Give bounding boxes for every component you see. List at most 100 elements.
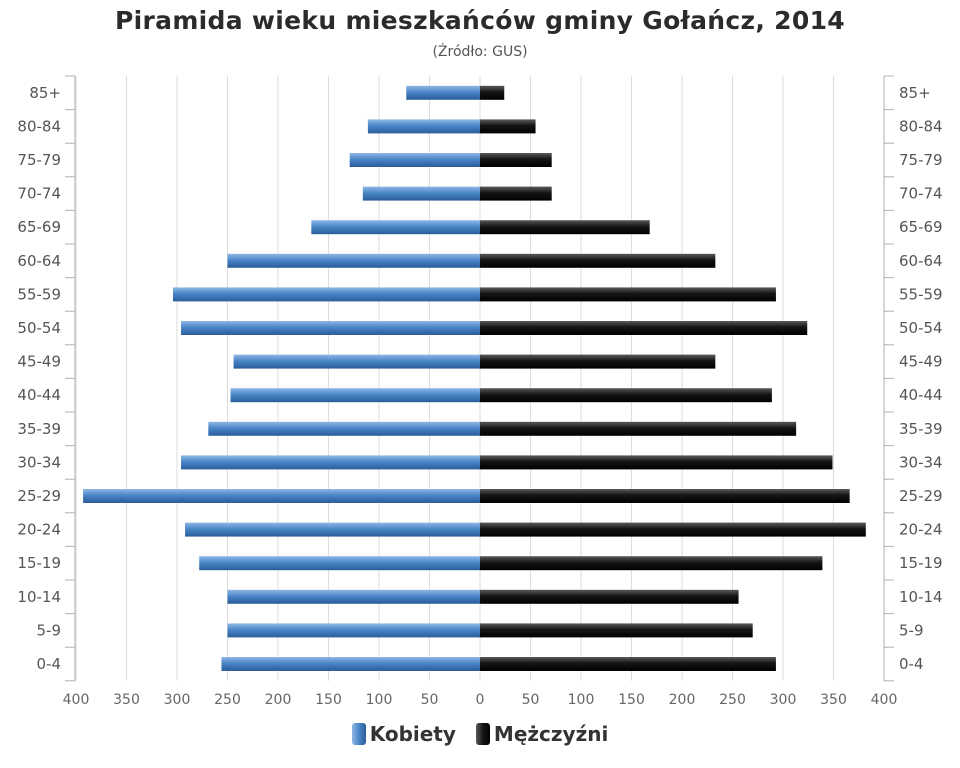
bar-women xyxy=(227,253,480,268)
legend-item-women[interactable]: Kobiety xyxy=(351,722,456,746)
x-tick-label: 50 xyxy=(522,692,540,708)
y-tick-label-right: 65-69 xyxy=(899,218,943,236)
bar-men xyxy=(480,220,650,235)
bar-men xyxy=(480,388,772,403)
chart-title: Piramida wieku mieszkańców gminy Gołańcz… xyxy=(115,6,845,35)
bar-women xyxy=(181,455,481,470)
y-tick-label-right: 75-79 xyxy=(899,151,943,169)
x-tick-label: 350 xyxy=(113,692,140,708)
x-tick-label: 0 xyxy=(476,692,485,708)
bar-men xyxy=(480,186,552,201)
x-tick-label: 150 xyxy=(618,692,645,708)
y-tick-label-right: 60-64 xyxy=(899,252,943,270)
axes xyxy=(65,75,894,682)
bar-men xyxy=(480,623,753,638)
y-tick-label-left: 5-9 xyxy=(37,621,62,639)
legend-swatch-women xyxy=(351,723,366,745)
y-tick-label-left: 30-34 xyxy=(17,453,61,471)
y-tick-label-right: 70-74 xyxy=(899,185,943,203)
bar-women xyxy=(199,556,480,571)
x-tick-label: 200 xyxy=(265,692,292,708)
y-tick-label-left: 10-14 xyxy=(17,588,61,606)
y-tick-label-right: 15-19 xyxy=(899,554,943,572)
bar-women xyxy=(406,85,480,100)
x-tick-label: 200 xyxy=(669,692,696,708)
bar-women xyxy=(181,321,481,335)
bar-men xyxy=(480,421,797,436)
population-pyramid-chart: 400 350 300 250 200 150 100 50 0 50 100 150 200 250 30… xyxy=(17,75,943,708)
bar-women xyxy=(227,623,480,638)
y-tick-label-left: 50-54 xyxy=(17,319,61,337)
y-tick-label-right: 45-49 xyxy=(899,353,943,371)
bars xyxy=(83,85,866,671)
bar-men xyxy=(480,556,823,571)
y-tick-label-right: 30-34 xyxy=(899,453,943,471)
y-tick-label-left: 75-79 xyxy=(17,151,61,169)
y-tick-label-right: 55-59 xyxy=(899,285,943,303)
bar-women xyxy=(208,421,480,436)
y-tick-label-right: 5-9 xyxy=(899,621,924,639)
y-tick-label-left: 55-59 xyxy=(17,285,61,303)
tick-labels: 400 350 300 250 200 150 100 50 0 50 100 150 200 250 30… xyxy=(17,84,942,708)
bar-men xyxy=(480,119,536,134)
y-tick-label-left: 25-29 xyxy=(17,487,61,505)
x-tick-label: 50 xyxy=(421,692,439,708)
bar-men xyxy=(480,321,808,335)
bar-women xyxy=(230,388,480,403)
x-tick-label: 250 xyxy=(719,692,746,708)
legend-label-men: Mężczyźni xyxy=(493,722,609,746)
y-tick-label-left: 70-74 xyxy=(17,185,61,203)
bar-women xyxy=(185,522,480,537)
y-tick-label-left: 80-84 xyxy=(17,117,61,135)
grid-lines xyxy=(75,76,885,681)
y-tick-label-right: 80-84 xyxy=(899,117,943,135)
legend-label-women: Kobiety xyxy=(369,722,456,746)
bar-women xyxy=(311,220,480,235)
bar-men xyxy=(480,85,505,100)
y-tick-label-right: 35-39 xyxy=(899,420,943,438)
x-tick-label: 250 xyxy=(214,692,241,708)
y-tick-label-left: 85+ xyxy=(29,84,61,102)
y-tick-label-left: 15-19 xyxy=(17,554,61,572)
y-tick-label-right: 50-54 xyxy=(899,319,943,337)
x-tick-label: 350 xyxy=(820,692,847,708)
bar-women xyxy=(227,589,480,604)
x-tick-label: 300 xyxy=(164,692,191,708)
y-tick-label-right: 0-4 xyxy=(899,655,924,673)
bar-men xyxy=(480,253,716,268)
bar-women xyxy=(83,489,480,503)
y-tick-label-right: 25-29 xyxy=(899,487,943,505)
x-tick-label: 400 xyxy=(871,692,898,708)
bar-women xyxy=(172,287,480,302)
bar-men xyxy=(480,455,833,470)
chart-subtitle: (Źródło: GUS) xyxy=(432,44,528,60)
bar-women xyxy=(362,186,480,201)
bar-women xyxy=(349,153,480,167)
legend-swatch-men xyxy=(475,723,490,745)
y-tick-label-left: 65-69 xyxy=(17,218,61,236)
bar-men xyxy=(480,657,776,671)
x-tick-label: 300 xyxy=(770,692,797,708)
legend-item-men[interactable]: Mężczyźni xyxy=(475,722,609,746)
y-tick-label-left: 40-44 xyxy=(17,386,61,404)
bar-women xyxy=(367,119,480,134)
y-tick-label-right: 85+ xyxy=(899,84,931,102)
y-tick-label-left: 20-24 xyxy=(17,521,61,539)
x-tick-label: 100 xyxy=(366,692,393,708)
y-tick-label-left: 35-39 xyxy=(17,420,61,438)
y-tick-label-left: 45-49 xyxy=(17,353,61,371)
x-tick-label: 100 xyxy=(568,692,595,708)
bar-men xyxy=(480,589,739,604)
legend: Kobiety Mężczyźni xyxy=(0,722,960,746)
y-tick-label-left: 60-64 xyxy=(17,252,61,270)
bar-women xyxy=(233,354,480,369)
bar-men xyxy=(480,354,716,369)
y-tick-label-left: 0-4 xyxy=(37,655,62,673)
x-tick-label: 150 xyxy=(315,692,342,708)
bar-men xyxy=(480,522,866,537)
bar-men xyxy=(480,153,552,167)
y-tick-label-right: 40-44 xyxy=(899,386,943,404)
y-tick-label-right: 20-24 xyxy=(899,521,943,539)
bar-men xyxy=(480,287,776,302)
x-tick-label: 400 xyxy=(63,692,90,708)
